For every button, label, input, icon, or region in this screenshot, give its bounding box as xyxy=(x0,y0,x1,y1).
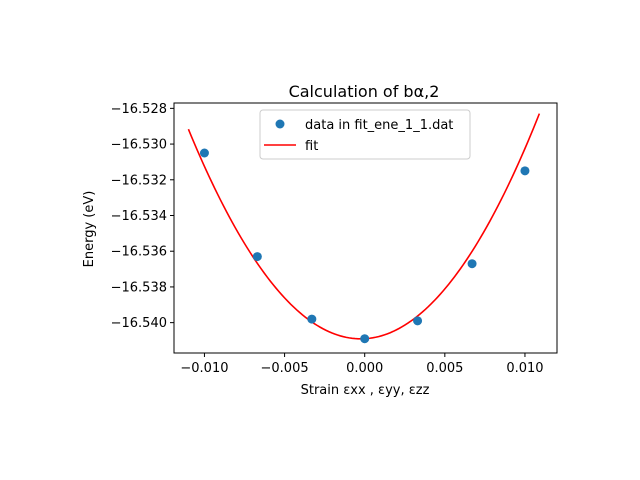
y-axis-ticks: −16.540 −16.538 −16.536 −16.534 −16.532 −16.5… xyxy=(111,102,174,331)
legend-label-data: data in fit_ene_1_1.dat xyxy=(305,118,453,133)
data-point xyxy=(199,148,209,158)
y-tick-label: −16.536 xyxy=(111,245,167,260)
y-tick-label: −16.538 xyxy=(111,280,167,295)
legend-box xyxy=(259,109,471,160)
plot-frame xyxy=(173,102,558,354)
data-point xyxy=(252,252,262,262)
y-tick-label: −16.528 xyxy=(111,102,167,117)
x-tick-label: −0.010 xyxy=(180,361,228,376)
data-point xyxy=(520,166,530,176)
y-tick-label: −16.530 xyxy=(111,138,167,153)
legend-marker-data xyxy=(275,119,285,129)
data-point xyxy=(360,334,370,344)
data-point xyxy=(413,316,423,326)
x-tick-label: −0.005 xyxy=(261,361,309,376)
legend-label-fit: fit xyxy=(305,139,318,154)
x-tick-label: 0.000 xyxy=(346,361,383,376)
data-point xyxy=(307,314,317,324)
y-tick-label: −16.532 xyxy=(111,173,167,188)
x-axis-ticks: −0.010 −0.005 0.000 0.005 0.010 xyxy=(180,353,544,376)
plot-content xyxy=(187,113,541,344)
chart-title: Calculation of bα,2 xyxy=(289,82,440,101)
y-axis-label: Energy (eV) xyxy=(82,191,97,268)
data-point xyxy=(467,259,477,269)
x-tick-label: 0.010 xyxy=(506,361,543,376)
y-tick-label: −16.540 xyxy=(111,316,167,331)
legend: data in fit_ene_1_1.dat fit xyxy=(259,109,471,160)
x-tick-label: 0.005 xyxy=(426,361,463,376)
x-axis-label: Strain εxx , εyy, εzz xyxy=(301,383,430,398)
y-tick-label: −16.534 xyxy=(111,209,167,224)
